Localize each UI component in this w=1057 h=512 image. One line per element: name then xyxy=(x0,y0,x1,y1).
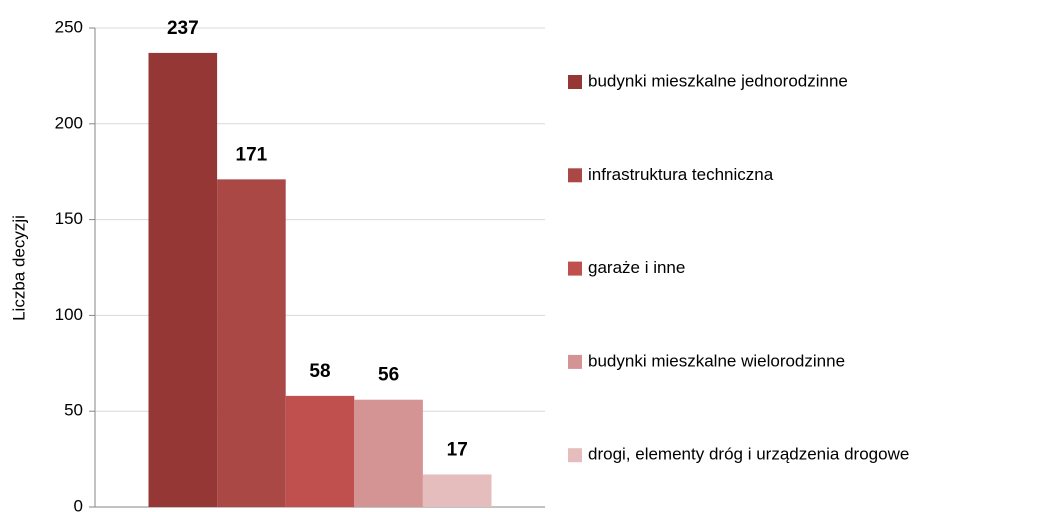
legend-label: drogi, elementy dróg i urządzenia drogow… xyxy=(588,445,909,464)
legend-swatch xyxy=(568,448,582,463)
bar xyxy=(217,179,286,507)
legend-swatch xyxy=(568,75,582,89)
bar xyxy=(354,399,423,507)
bar xyxy=(285,395,355,507)
legend-swatch xyxy=(568,354,582,369)
data-label: 17 xyxy=(447,439,468,460)
y-tick-label: 200 xyxy=(55,113,83,132)
legend-label: garaże i inne xyxy=(588,258,685,277)
legend-label: infrastruktura techniczna xyxy=(588,165,774,184)
data-label: 237 xyxy=(167,18,199,39)
legend-swatch xyxy=(568,261,582,276)
data-label: 58 xyxy=(309,361,330,382)
legend-swatch xyxy=(568,168,582,183)
data-label: 171 xyxy=(236,144,268,165)
y-tick-label: 50 xyxy=(64,401,83,420)
y-tick-label: 100 xyxy=(55,305,83,324)
data-label: 56 xyxy=(378,365,399,386)
y-axis-label: Liczba decyzji xyxy=(9,215,28,321)
y-tick-label: 250 xyxy=(55,17,83,36)
bar xyxy=(148,52,218,508)
legend-label: budynki mieszkalne jednorodzinne xyxy=(588,71,848,90)
y-tick-label: 0 xyxy=(74,496,83,512)
legend-label: budynki mieszkalne wielorodzinne xyxy=(588,351,845,370)
bar xyxy=(422,474,492,507)
y-tick-label: 150 xyxy=(55,209,83,228)
